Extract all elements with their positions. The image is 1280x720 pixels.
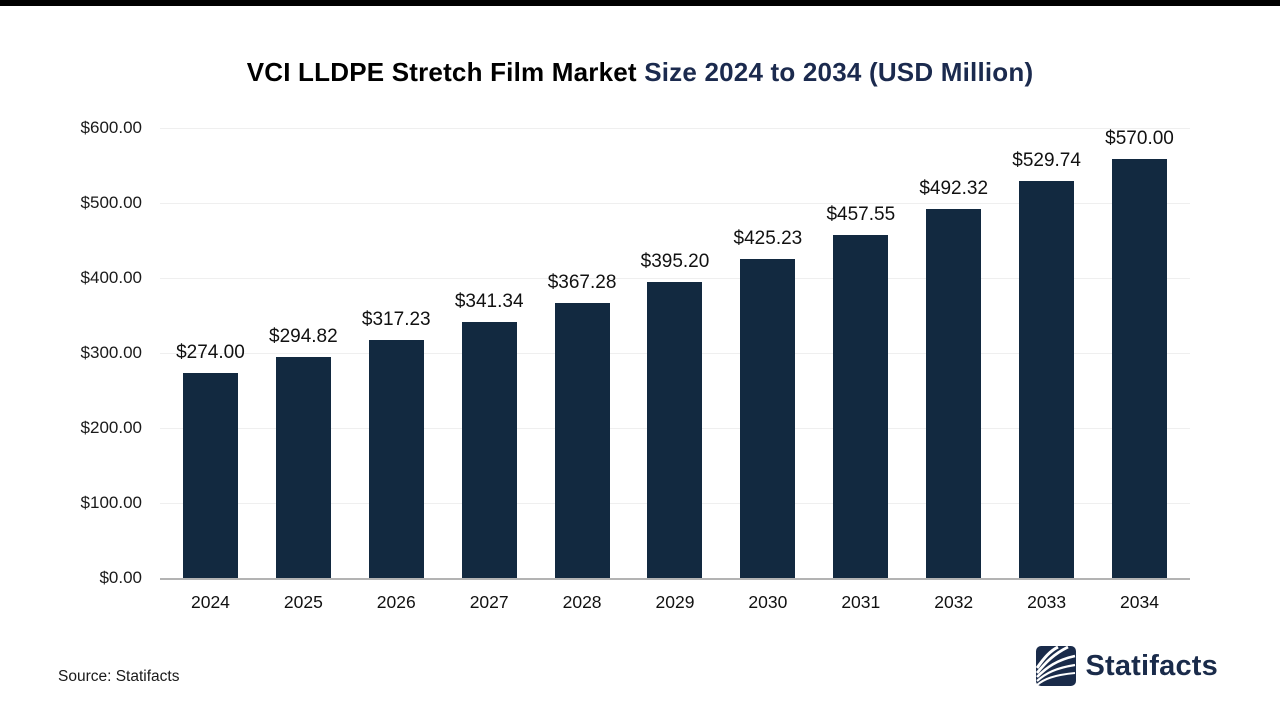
bar-value-label-2027: $341.34 xyxy=(454,291,524,312)
bar-2026 xyxy=(368,340,424,578)
bar-value-label-2031: $457.55 xyxy=(826,203,896,225)
source-note: Source: Statifacts xyxy=(58,668,180,685)
x-tick-label-2030: 2030 xyxy=(748,592,788,612)
bar-value-label-2026: $317.23 xyxy=(361,309,431,331)
y-tick-label-200: $200.00 xyxy=(80,417,142,437)
x-tick-label-2026: 2026 xyxy=(376,592,416,612)
gridline-0 xyxy=(160,578,1190,580)
x-tick-label-2025: 2025 xyxy=(283,592,323,612)
top-border xyxy=(0,0,1280,6)
bars-row: $274.00 $294.82 $317.23 $341.34 $367.28 $395.… xyxy=(160,128,1190,578)
bar-value-label-2025: $294.82 xyxy=(269,325,338,347)
chart-title: VCI LLDPE Stretch Film Market Size 2024 … xyxy=(0,57,1280,88)
bar-value-label-2034: $570.00 xyxy=(1105,128,1174,149)
gridline-600 xyxy=(160,128,1190,129)
bar-group-2033: $529.74 xyxy=(1000,128,1093,578)
y-tick-label-300: $300.00 xyxy=(80,343,142,362)
bar-value-label-2033: $529.74 xyxy=(1012,149,1081,171)
bar-group-2030: $425.23 xyxy=(721,128,814,578)
bar-2024 xyxy=(182,372,238,578)
chart-title-accent: Size 2024 to 2034 (USD Million) xyxy=(636,57,1034,88)
x-tick-label-2028: 2028 xyxy=(562,592,602,612)
y-axis: $0.00 $100.00 $200.00 $300.00 $400.00 $500.00… xyxy=(30,118,142,587)
y-tick-label-0: $0.00 xyxy=(99,568,142,587)
bar-group-2034: $570.00 xyxy=(1093,128,1186,578)
y-tick-label-100: $100.00 xyxy=(80,493,142,512)
bar-group-2027: $341.34 xyxy=(443,128,536,578)
y-tick-label-500: $500.00 xyxy=(80,192,142,212)
bar-value-label-2029: $395.20 xyxy=(640,250,710,272)
bar-value-label-2024: $274.00 xyxy=(176,341,245,363)
bar-value-label-2032: $492.32 xyxy=(919,177,989,199)
bar-value-label-2030: $425.23 xyxy=(733,228,803,250)
brand-name: Statifacts xyxy=(1085,649,1218,682)
bar-2029 xyxy=(647,281,703,578)
x-tick-label-2027: 2027 xyxy=(469,592,509,612)
bar-2027 xyxy=(461,322,517,578)
bar-group-2031: $457.55 xyxy=(814,128,907,578)
bar-group-2028: $367.28 xyxy=(536,128,629,578)
bar-2030 xyxy=(740,259,796,578)
bar-2034 xyxy=(1112,159,1168,578)
x-tick-label-2024: 2024 xyxy=(190,592,230,612)
y-tick-label-400: $400.00 xyxy=(80,267,142,287)
bar-group-2025: $294.82 xyxy=(257,128,350,578)
bar-group-2029: $395.20 xyxy=(629,128,722,578)
y-tick-label-600: $600.00 xyxy=(80,118,142,137)
brand-logo: Statifacts xyxy=(1036,646,1218,686)
x-tick-label-2034: 2034 xyxy=(1120,592,1159,612)
gridline-400 xyxy=(160,277,1190,279)
chart-title-primary: VCI LLDPE Stretch Film Market xyxy=(246,57,637,88)
plot-area: $274.00 $294.82 $317.23 $341.34 $367.28 $395.… xyxy=(160,128,1190,580)
gridline-500 xyxy=(160,202,1190,204)
x-axis: 2024 2025 2026 2027 2028 2029 2030 2031 2032 2033… xyxy=(160,592,1190,613)
bar-2031 xyxy=(833,234,889,578)
bar-value-label-2028: $367.28 xyxy=(547,271,617,293)
bar-group-2032: $492.32 xyxy=(907,128,1000,578)
bar-group-2026: $317.23 xyxy=(350,128,443,578)
statifacts-logo-icon xyxy=(1036,646,1077,686)
bar-2025 xyxy=(275,356,331,578)
bar-2032 xyxy=(926,208,982,578)
x-tick-label-2032: 2032 xyxy=(934,592,974,612)
x-tick-label-2033: 2033 xyxy=(1027,592,1067,612)
x-tick-label-2029: 2029 xyxy=(655,592,695,612)
bar-2028 xyxy=(554,302,610,578)
x-tick-label-2031: 2031 xyxy=(841,592,881,612)
bar-group-2024: $274.00 xyxy=(164,128,257,578)
bar-2033 xyxy=(1019,180,1075,578)
